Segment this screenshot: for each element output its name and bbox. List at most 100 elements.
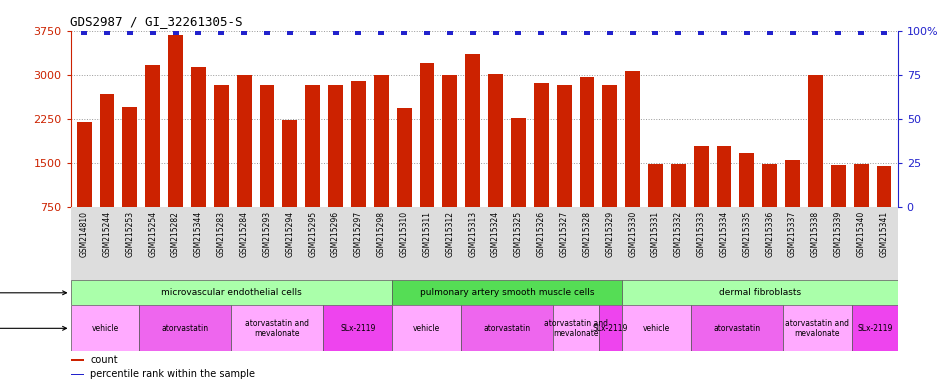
Bar bbox=[740, 152, 754, 207]
Point bbox=[831, 30, 846, 36]
Text: GSM215332: GSM215332 bbox=[674, 211, 682, 257]
Bar bbox=[808, 76, 822, 207]
Point bbox=[146, 30, 161, 36]
Bar bbox=[556, 86, 572, 207]
Point bbox=[648, 30, 663, 36]
Bar bbox=[259, 86, 274, 207]
Bar bbox=[785, 160, 800, 207]
Text: vehicle: vehicle bbox=[413, 324, 440, 333]
Text: agent: agent bbox=[0, 323, 67, 333]
Text: GSM215339: GSM215339 bbox=[834, 211, 843, 257]
Text: GSM215254: GSM215254 bbox=[149, 211, 157, 257]
Text: GDS2987 / GI_32261305-S: GDS2987 / GI_32261305-S bbox=[70, 15, 243, 28]
Text: GSM215312: GSM215312 bbox=[446, 211, 454, 257]
Point bbox=[534, 30, 549, 36]
Bar bbox=[328, 86, 343, 207]
Text: GSM215294: GSM215294 bbox=[286, 211, 294, 257]
Bar bbox=[70, 359, 84, 361]
Point bbox=[191, 30, 206, 36]
Point bbox=[374, 30, 389, 36]
Text: SLx-2119: SLx-2119 bbox=[593, 324, 628, 333]
Text: GSM215336: GSM215336 bbox=[765, 211, 775, 257]
Text: GSM215329: GSM215329 bbox=[605, 211, 614, 257]
Bar bbox=[511, 118, 525, 207]
Point bbox=[762, 30, 777, 36]
Point bbox=[397, 30, 412, 36]
Text: GSM215334: GSM215334 bbox=[719, 211, 728, 257]
Point bbox=[510, 30, 525, 36]
Bar bbox=[625, 71, 640, 207]
Text: count: count bbox=[90, 355, 118, 365]
Point bbox=[716, 30, 731, 36]
Text: microvascular endothelial cells: microvascular endothelial cells bbox=[161, 288, 302, 297]
Point bbox=[306, 30, 321, 36]
Bar bbox=[100, 94, 115, 207]
Text: GSM215341: GSM215341 bbox=[880, 211, 888, 257]
Text: GSM215295: GSM215295 bbox=[308, 211, 317, 257]
Text: dermal fibroblasts: dermal fibroblasts bbox=[719, 288, 801, 297]
Text: atorvastatin: atorvastatin bbox=[483, 324, 531, 333]
Bar bbox=[553, 305, 599, 351]
Bar bbox=[351, 81, 366, 207]
Bar bbox=[70, 374, 84, 375]
Text: GSM215297: GSM215297 bbox=[354, 211, 363, 257]
Bar bbox=[783, 305, 852, 351]
Bar bbox=[77, 122, 91, 207]
Text: GSM215340: GSM215340 bbox=[856, 211, 866, 257]
Bar bbox=[139, 305, 231, 351]
Point bbox=[603, 30, 618, 36]
Bar bbox=[191, 67, 206, 207]
Bar bbox=[462, 305, 553, 351]
Point bbox=[807, 30, 822, 36]
Bar bbox=[852, 305, 898, 351]
Text: atorvastatin and
mevalonate: atorvastatin and mevalonate bbox=[245, 319, 309, 338]
Bar bbox=[648, 164, 663, 207]
Bar bbox=[877, 166, 891, 207]
Bar bbox=[443, 75, 457, 207]
Text: SLx-2119: SLx-2119 bbox=[340, 324, 375, 333]
Bar bbox=[306, 86, 321, 207]
Text: percentile rank within the sample: percentile rank within the sample bbox=[90, 369, 256, 379]
Text: GSM215324: GSM215324 bbox=[491, 211, 500, 257]
Bar bbox=[622, 305, 691, 351]
Text: GSM215310: GSM215310 bbox=[400, 211, 409, 257]
Text: GSM215327: GSM215327 bbox=[559, 211, 569, 257]
Bar bbox=[323, 305, 392, 351]
Point bbox=[488, 30, 503, 36]
Bar bbox=[392, 305, 462, 351]
Text: atorvastatin: atorvastatin bbox=[162, 324, 209, 333]
Text: GSM215244: GSM215244 bbox=[102, 211, 112, 257]
Point bbox=[579, 30, 594, 36]
Bar bbox=[168, 35, 183, 207]
Bar bbox=[397, 108, 412, 207]
Text: GSM215283: GSM215283 bbox=[217, 211, 226, 257]
Text: vehicle: vehicle bbox=[91, 324, 118, 333]
Bar bbox=[622, 280, 898, 305]
Text: vehicle: vehicle bbox=[643, 324, 670, 333]
Bar bbox=[694, 146, 709, 207]
Bar bbox=[603, 86, 618, 207]
Point bbox=[785, 30, 800, 36]
Point bbox=[122, 30, 137, 36]
Point bbox=[443, 30, 458, 36]
Point bbox=[213, 30, 228, 36]
Text: GSM215335: GSM215335 bbox=[743, 211, 751, 257]
Text: SLx-2119: SLx-2119 bbox=[857, 324, 892, 333]
Point bbox=[77, 30, 92, 36]
Text: GSM215293: GSM215293 bbox=[262, 211, 272, 257]
Text: GSM215325: GSM215325 bbox=[514, 211, 523, 257]
Bar bbox=[831, 165, 846, 207]
Text: cell line: cell line bbox=[0, 288, 67, 298]
Bar bbox=[231, 305, 323, 351]
Bar bbox=[146, 65, 160, 207]
Text: GSM215253: GSM215253 bbox=[125, 211, 134, 257]
Point bbox=[351, 30, 366, 36]
Bar bbox=[854, 164, 869, 207]
Bar bbox=[534, 83, 549, 207]
Text: GSM215328: GSM215328 bbox=[583, 211, 591, 257]
Point bbox=[419, 30, 434, 36]
Bar bbox=[762, 164, 777, 207]
Point bbox=[237, 30, 252, 36]
Point bbox=[694, 30, 709, 36]
Text: GSM215344: GSM215344 bbox=[194, 211, 203, 257]
